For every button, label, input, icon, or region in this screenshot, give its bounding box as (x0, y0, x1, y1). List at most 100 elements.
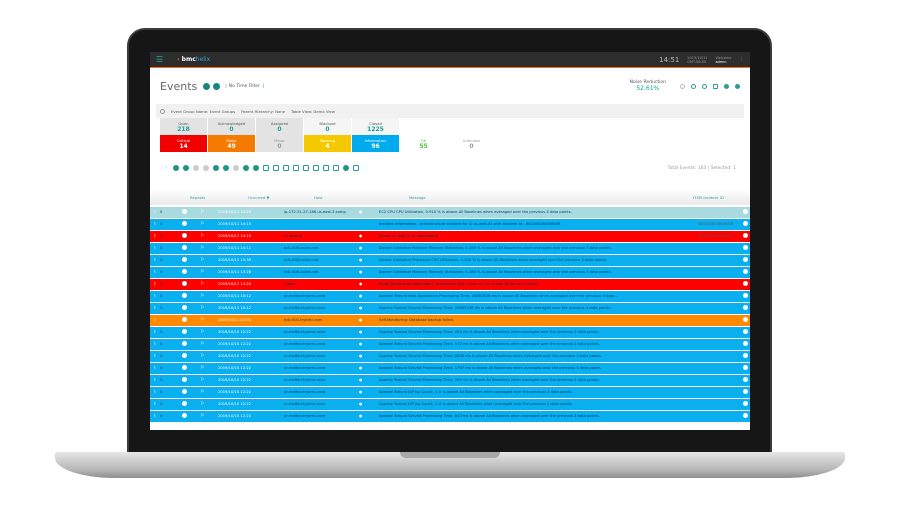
toolbar-action-icon[interactable] (262, 165, 269, 171)
table-row[interactable]: ⋮ 0 ⚐ 2019/10/10 12:22 ar-midtier.trybmc.com… (150, 375, 750, 386)
table-row[interactable]: ⋮ 0 ⚐ 2019/10/10 12:22 ar-midtier.trybmc.com… (150, 399, 750, 410)
row-menu-icon[interactable]: ⋮ (153, 210, 157, 215)
info-icon[interactable] (182, 389, 200, 395)
flag-icon[interactable]: ⚐ (200, 293, 205, 300)
table-row[interactable]: ⋮ 0 ⚐ 2019/10/11 13:20 orders ● Retail Applica… (150, 279, 750, 290)
col-repeats[interactable]: Repeats (190, 194, 206, 200)
flag-icon[interactable]: ⚐ (200, 257, 205, 264)
itsm-cell[interactable]: INC000000006058 (698, 222, 733, 227)
table-row[interactable]: ⋮ 0 ⚐ 2019/10/10 12:22 ar-midtier.trybmc.com… (150, 411, 750, 422)
row-menu-icon[interactable]: ⋮ (153, 306, 157, 311)
help-icon[interactable] (735, 83, 740, 89)
row-action-icon[interactable] (733, 377, 748, 383)
itsm-cell[interactable]: INC000000006059 (698, 234, 733, 239)
row-menu-icon[interactable]: ⋮ (153, 234, 157, 239)
flag-icon[interactable]: ⚐ (200, 221, 205, 228)
toolbar-action-icon[interactable] (302, 165, 309, 171)
info-icon[interactable] (182, 281, 200, 287)
info-icon[interactable] (182, 245, 200, 251)
table-row[interactable]: ⋮ 0 ⚐ 2019/10/11 13:39 bdc-008.calbrs.net ● Do… (150, 255, 750, 266)
group-icon[interactable] (213, 82, 221, 90)
flag-icon[interactable]: ⚐ (200, 329, 205, 336)
info-icon[interactable] (182, 377, 200, 383)
time-filter[interactable]: No Time Filter (228, 83, 260, 89)
row-action-icon[interactable] (733, 365, 748, 371)
card-unknown[interactable]: Unknown 0 (448, 135, 496, 152)
table-row[interactable]: ⋮ 0 ⚐ 2019/10/11 14:15 Incident Information … (150, 219, 750, 230)
card-major[interactable]: Major 49 (208, 135, 256, 152)
user-menu[interactable]: Welcome admin (715, 56, 731, 64)
row-action-icon[interactable] (733, 413, 748, 419)
card-blackout[interactable]: Blackout 0 (304, 118, 352, 135)
info-icon[interactable] (182, 401, 200, 407)
info-icon[interactable] (182, 293, 200, 299)
flag-icon[interactable]: ⚐ (200, 353, 205, 360)
card-warning[interactable]: Warning 4 (304, 135, 352, 152)
info-icon[interactable] (182, 341, 200, 347)
table-row[interactable]: ⋮ 0 ⚐ 2019/10/11 14:11 bdc-008.calbrs.net ● Do… (150, 243, 750, 254)
info-icon[interactable] (182, 209, 200, 215)
card-ok[interactable]: OK 55 (400, 135, 448, 152)
table-row[interactable]: ⋮ 0 ⚐ 2019/10/11 10:12 ar-midtier.trybmc.com… (150, 303, 750, 314)
row-menu-icon[interactable]: ⋮ (153, 366, 157, 371)
info-icon[interactable] (182, 317, 200, 323)
toolbar-action-icon[interactable] (272, 165, 279, 171)
row-action-icon[interactable] (733, 281, 748, 287)
flag-icon[interactable]: ⚐ (200, 389, 205, 396)
row-action-icon[interactable] (733, 233, 748, 239)
flag-icon[interactable]: ⚐ (200, 233, 205, 240)
table-row[interactable]: ⋮ 0 ⚐ 2019/10/11 14:15 cs-web-01 ● Server cs-w… (150, 231, 750, 242)
flag-icon[interactable]: ⚐ (200, 365, 205, 372)
filter-item[interactable]: Parent Hierarchy: None (241, 109, 285, 114)
info-icon[interactable] (182, 365, 200, 371)
toolbar-action-icon[interactable] (242, 165, 249, 171)
toolbar-action-icon[interactable] (322, 165, 329, 171)
card-information[interactable]: Information 96 (352, 135, 400, 152)
table-row[interactable]: ⋮ 0 ⚐ 2019/10/10 12:22 ar-midtier.trybmc.com… (150, 327, 750, 338)
table-row[interactable]: ⋮ 0 ⚐ 2019/10/10 12:22 ar-midtier.trybmc.com… (150, 363, 750, 374)
toolbar-action-icon[interactable] (252, 165, 259, 171)
gear-icon[interactable] (724, 83, 729, 89)
flag-icon[interactable]: ⚐ (200, 377, 205, 384)
hierarchy-icon[interactable] (160, 108, 165, 114)
row-action-icon[interactable] (733, 401, 748, 407)
row-action-icon[interactable] (733, 353, 748, 359)
row-menu-icon[interactable]: ⋮ (153, 402, 157, 407)
row-action-icon[interactable] (733, 389, 748, 395)
info-icon[interactable] (182, 305, 200, 311)
row-menu-icon[interactable]: ⋮ (153, 258, 157, 263)
toolbar-action-icon[interactable] (172, 165, 179, 171)
flag-icon[interactable]: ⚐ (200, 269, 205, 276)
row-menu-icon[interactable]: ⋮ (153, 222, 157, 227)
toolbar-action-icon[interactable] (182, 165, 189, 171)
search-icon[interactable] (691, 83, 696, 89)
flag-icon[interactable]: ⚐ (200, 281, 205, 288)
card-acknowledged[interactable]: Acknowledged 0 (208, 118, 256, 135)
info-icon[interactable] (182, 257, 200, 263)
filter-icon[interactable] (203, 82, 211, 90)
info-icon[interactable] (182, 413, 200, 419)
col-itsm[interactable]: ITSM Incident ID (693, 194, 724, 200)
row-menu-icon[interactable]: ⋮ (153, 414, 157, 419)
row-action-icon[interactable] (733, 257, 748, 263)
toolbar-action-icon[interactable] (282, 165, 289, 171)
table-row[interactable]: ⋮ 0 ⚐ 2019/10/11 13:28 bdc-008.calbrs.net ● Do… (150, 267, 750, 278)
row-action-icon[interactable] (733, 329, 748, 335)
table-row[interactable]: ⋮ 0 ⚐ 2019/10/10 12:22 ar-midtier.trybmc.com… (150, 339, 750, 350)
toolbar-action-icon[interactable] (222, 165, 229, 171)
flag-icon[interactable]: ⚐ (200, 317, 205, 324)
toolbar-action-icon[interactable] (202, 165, 209, 171)
col-occurred[interactable]: Occurred ▼ (248, 194, 270, 200)
toolbar-action-icon[interactable] (292, 165, 299, 171)
row-action-icon[interactable] (733, 245, 748, 251)
table-row[interactable]: ⋮ 0 ⚐ 2019/10/10 12:22 ar-midtier.trybmc.com… (150, 351, 750, 362)
refresh-icon[interactable] (702, 83, 707, 89)
flag-icon[interactable]: ⚐ (200, 401, 205, 408)
flag-icon[interactable]: ⚐ (200, 413, 205, 420)
row-menu-icon[interactable]: ⋮ (153, 270, 157, 275)
flag-icon[interactable]: ⚐ (200, 245, 205, 252)
row-menu-icon[interactable]: ⋮ (153, 294, 157, 299)
more-icon[interactable]: ⋮ (164, 165, 169, 171)
toolbar-action-icon[interactable] (212, 165, 219, 171)
info-icon[interactable] (182, 329, 200, 335)
